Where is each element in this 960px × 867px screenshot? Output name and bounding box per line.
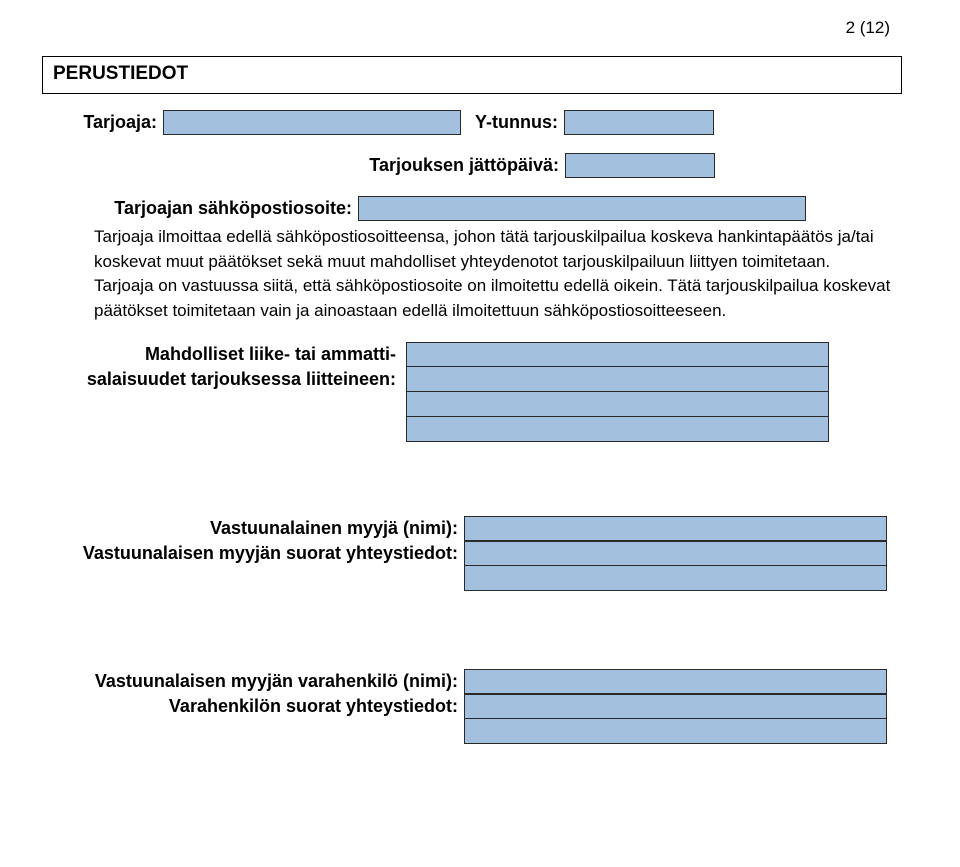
- input-vastuu-myyja[interactable]: [464, 516, 887, 541]
- input-vastuu-yhteys-group: [464, 541, 887, 591]
- input-jattopaiva[interactable]: [565, 153, 715, 178]
- row-tarjoaja: Tarjoaja: Y-tunnus:: [68, 110, 902, 135]
- label-jattopaiva: Tarjouksen jättöpäivä:: [68, 153, 565, 178]
- label-sahkoposti: Tarjoajan sähköpostiosoite:: [68, 196, 358, 221]
- section-title: PERUSTIEDOT: [53, 63, 188, 84]
- label-varahenkilo: Vastuunalaisen myyjän varahenkilö (nimi)…: [68, 669, 464, 694]
- input-varahenkilo-yhteys-1[interactable]: [464, 694, 887, 719]
- form-page: 2 (12) PERUSTIEDOT Tarjoaja: Y-tunnus: T…: [0, 0, 960, 784]
- label-ytunnus: Y-tunnus:: [461, 110, 564, 135]
- row-sahkoposti: Tarjoajan sähköpostiosoite:: [68, 196, 902, 221]
- section-header: PERUSTIEDOT: [42, 56, 902, 94]
- input-mahdolliset-3[interactable]: [406, 392, 829, 417]
- input-sahkoposti[interactable]: [358, 196, 806, 221]
- row-vastuu-yhteys: Vastuunalaisen myyjän suorat yhteystiedo…: [68, 541, 902, 591]
- input-vastuu-yhteys-1[interactable]: [464, 541, 887, 566]
- input-mahdolliset-1[interactable]: [406, 342, 829, 367]
- input-varahenkilo-yhteys-2[interactable]: [464, 719, 887, 744]
- label-tarjoaja: Tarjoaja:: [68, 110, 163, 135]
- input-vastuu-yhteys-2[interactable]: [464, 566, 887, 591]
- input-mahdolliset-4[interactable]: [406, 417, 829, 442]
- input-varahenkilo[interactable]: [464, 669, 887, 694]
- row-mahdolliset: Mahdolliset liike- tai ammatti- salaisuu…: [68, 342, 902, 442]
- row-varahenkilo: Vastuunalaisen myyjän varahenkilö (nimi)…: [68, 669, 902, 694]
- input-mahdolliset-group: [406, 342, 829, 442]
- input-mahdolliset-2[interactable]: [406, 367, 829, 392]
- input-ytunnus[interactable]: [564, 110, 714, 135]
- row-vastuu-myyja: Vastuunalainen myyjä (nimi):: [68, 516, 902, 541]
- row-varahenkilo-yhteys: Varahenkilön suorat yhteystiedot:: [68, 694, 902, 744]
- label-varahenkilo-yhteys: Varahenkilön suorat yhteystiedot:: [68, 694, 464, 719]
- label-mahdolliset-l2: salaisuudet tarjouksessa liitteineen:: [68, 367, 402, 392]
- input-tarjoaja[interactable]: [163, 110, 461, 135]
- label-vastuu-myyja: Vastuunalainen myyjä (nimi):: [68, 516, 464, 541]
- paragraph-info: Tarjoaja ilmoittaa edellä sähköpostiosoi…: [68, 225, 902, 324]
- row-jattopaiva: Tarjouksen jättöpäivä:: [68, 153, 902, 178]
- label-mahdolliset-l1: Mahdolliset liike- tai ammatti-: [68, 342, 402, 367]
- label-vastuu-yhteys: Vastuunalaisen myyjän suorat yhteystiedo…: [68, 541, 464, 566]
- form-body: Tarjoaja: Y-tunnus: Tarjouksen jättöpäiv…: [42, 110, 902, 744]
- input-varahenkilo-yhteys-group: [464, 694, 887, 744]
- page-number: 2 (12): [846, 18, 890, 38]
